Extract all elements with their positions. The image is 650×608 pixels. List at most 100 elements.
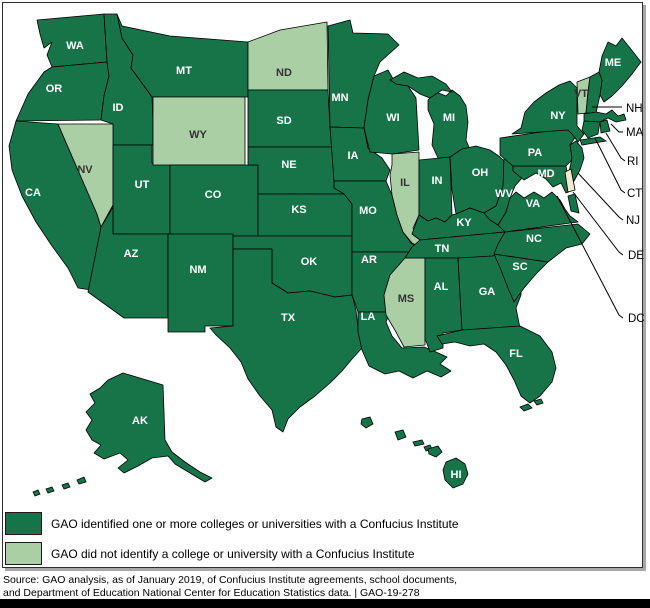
state-label-az: AZ: [124, 248, 139, 260]
state-label-ok: OK: [301, 256, 318, 268]
state-label-wa: WA: [66, 40, 84, 52]
aleutian-island-3: [45, 486, 55, 494]
florida-keys-1: [519, 403, 533, 412]
state-label-oh: OH: [472, 167, 489, 179]
state-label-ga: GA: [479, 286, 496, 298]
state-label-vt: VT: [574, 88, 588, 100]
aleutian-island-1: [76, 476, 87, 485]
callout-label-nh: NH: [626, 103, 643, 115]
state-ct: [581, 120, 601, 139]
state-sc: [493, 253, 549, 303]
callout-line-dc: [556, 195, 624, 319]
florida-keys-2: [533, 398, 544, 406]
state-label-mn: MN: [331, 92, 348, 104]
state-label-ak: AK: [132, 415, 148, 427]
hawaii-molokai: [412, 439, 425, 447]
state-label-ms: MS: [398, 293, 415, 305]
legend-label-institute: GAO identified one or more colleges or u…: [51, 516, 459, 531]
state-fl: [436, 325, 557, 404]
state-mi: [427, 89, 472, 164]
state-nv: [57, 123, 114, 228]
state-hi: [442, 457, 469, 489]
state-label-layer: WA OR CA ID NV UT AZ MT WY CO NM ND SD NE KS OK TX MN IA MO…: [25, 40, 621, 481]
virginia-eastern-shore: [567, 193, 580, 214]
state-label-mt: MT: [176, 65, 192, 77]
state-label-pa: PA: [528, 147, 543, 159]
legend-swatch-institute: [5, 512, 42, 535]
state-label-me: ME: [605, 57, 622, 69]
legend-swatch-no-institute: [5, 542, 42, 565]
state-label-mi: MI: [443, 112, 455, 124]
michigan-upper-peninsula: [389, 71, 453, 99]
state-label-tx: TX: [281, 312, 296, 324]
state-label-nd: ND: [276, 67, 292, 79]
callout-label-ma: MA: [626, 127, 644, 139]
state-label-nc: NC: [526, 233, 542, 245]
state-label-ar: AR: [361, 254, 377, 266]
state-de: [564, 168, 576, 193]
state-label-in: IN: [432, 175, 443, 187]
callout-label-nj: NJ: [626, 215, 640, 227]
state-label-fl: FL: [509, 348, 523, 360]
state-label-ut: UT: [135, 179, 150, 191]
callout-line-de: [572, 191, 624, 256]
map-legend: GAO identified one or more colleges or u…: [5, 512, 459, 565]
legend-item-institute: GAO identified one or more colleges or u…: [5, 512, 459, 535]
callout-label-de: DE: [628, 250, 644, 262]
state-label-il: IL: [400, 177, 410, 189]
state-label-ks: KS: [291, 204, 306, 216]
hawaii-oahu: [394, 429, 407, 441]
callout-label-dc: DC: [628, 313, 645, 325]
state-nc: [493, 223, 591, 263]
long-island: [579, 136, 608, 146]
state-label-va: VA: [526, 198, 541, 210]
bottom-black-bar: [0, 599, 650, 608]
state-label-wy: WY: [189, 129, 207, 141]
source-line-2: and Department of Education National Cen…: [3, 586, 420, 599]
state-label-tn: TN: [435, 243, 450, 255]
state-label-nv: NV: [77, 164, 93, 176]
state-label-nm: NM: [189, 264, 206, 276]
state-label-id: ID: [113, 102, 124, 114]
state-label-al: AL: [434, 281, 449, 293]
state-la: [357, 311, 452, 379]
hawaii-kauai: [360, 416, 374, 429]
aleutian-island-2: [61, 482, 71, 490]
callout-line-ma: [610, 123, 623, 133]
callout-label-ri: RI: [627, 156, 639, 168]
state-label-ne: NE: [281, 159, 296, 171]
state-or: [15, 61, 110, 122]
legend-item-no-institute: GAO did not identify a college or univer…: [5, 542, 459, 565]
state-mt: [116, 13, 249, 98]
state-tx: [209, 248, 363, 433]
map-decor-layer: [32, 71, 608, 497]
state-label-sc: SC: [512, 261, 527, 273]
aleutian-island-4: [32, 489, 41, 497]
callout-line-nj: [577, 172, 624, 221]
callout-layer: NH MA RI CT NJ DE DC: [556, 103, 645, 325]
state-label-la: LA: [361, 311, 376, 323]
states-layer: [8, 13, 642, 489]
callout-line-ct: [594, 137, 626, 194]
state-label-hi: HI: [451, 469, 462, 481]
state-label-sd: SD: [276, 115, 291, 127]
state-label-wi: WI: [386, 112, 399, 124]
state-label-ky: KY: [456, 217, 472, 229]
state-label-co: CO: [205, 189, 222, 201]
callout-line-ri: [605, 132, 626, 162]
state-nd: [247, 21, 329, 91]
state-label-mo: MO: [359, 205, 377, 217]
state-label-wv: WV: [495, 188, 513, 200]
state-label-ca: CA: [25, 187, 41, 199]
state-label-ny: NY: [550, 110, 566, 122]
state-label-or: OR: [46, 83, 63, 95]
state-label-ia: IA: [348, 150, 359, 162]
state-ak: [85, 372, 213, 483]
state-ny: [511, 80, 585, 143]
state-nh: [585, 71, 603, 114]
state-va: [497, 191, 579, 233]
state-label-md: MD: [537, 168, 554, 180]
callout-label-ct: CT: [627, 188, 642, 200]
